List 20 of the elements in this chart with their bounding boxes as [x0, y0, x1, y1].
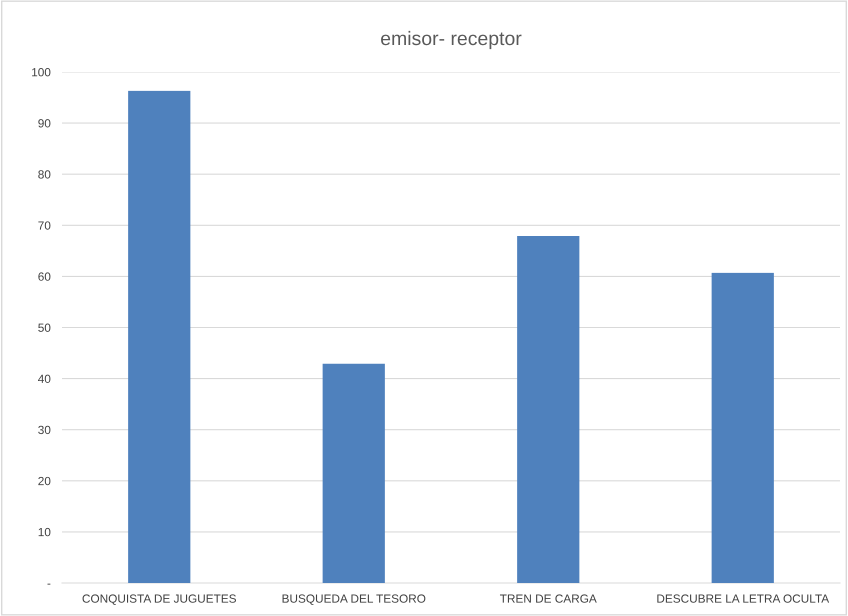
y-tick-label: 60: [38, 272, 50, 281]
y-tick-label: 30: [38, 426, 50, 434]
y-tick-label: 80: [38, 170, 50, 179]
x-tick-label: CONQUISTA DE JUGUETES: [82, 594, 236, 605]
y-tick-label: 40: [38, 374, 50, 383]
y-tick-label: 10: [38, 528, 50, 536]
y-tick-label: 100: [32, 68, 50, 76]
bar: [322, 364, 385, 583]
y-tick-label: 50: [38, 324, 50, 332]
y-tick-label: 90: [38, 119, 50, 128]
x-tick-label: BUSQUEDA DEL TESORO: [282, 594, 426, 605]
chart-title: emisor- receptor: [381, 30, 522, 50]
y-tick-label: -: [47, 584, 50, 585]
x-tick-label: DESCUBRE LA LETRA OCULTA: [657, 594, 830, 603]
bar: [712, 272, 774, 583]
bar: [517, 236, 580, 583]
x-tick-label: TREN DE CARGA: [500, 594, 597, 603]
y-tick-label: 20: [38, 476, 50, 486]
y-tick-label: 70: [38, 221, 50, 230]
bar: [128, 90, 190, 583]
